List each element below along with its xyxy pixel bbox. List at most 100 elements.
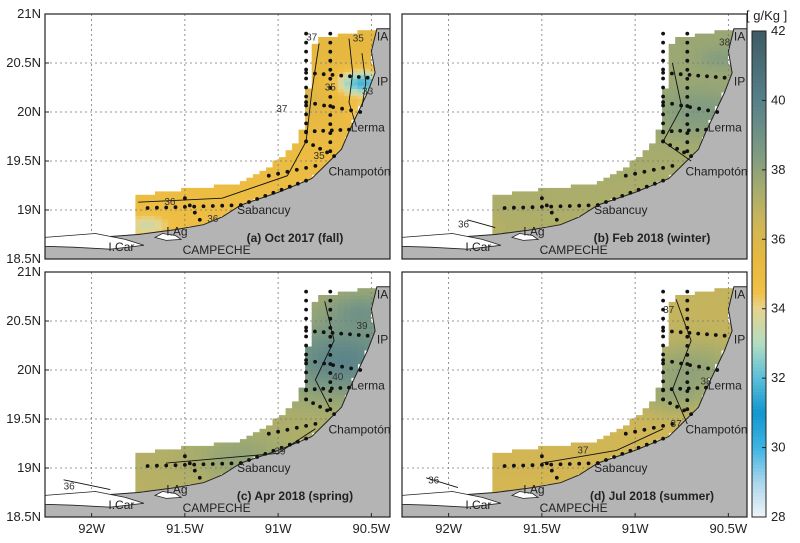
salinity-cell (318, 109, 326, 114)
salinity-cell (701, 112, 709, 117)
salinity-cell (370, 288, 378, 293)
salinity-cell (512, 483, 520, 488)
salinity-cell (720, 71, 729, 76)
station-dot (642, 169, 647, 174)
colorbar-segment (752, 263, 766, 268)
salinity-cell (564, 449, 572, 454)
station-dot (669, 387, 674, 392)
colorbar-segment (752, 274, 766, 278)
salinity-cell (357, 336, 365, 341)
salinity-cell (194, 445, 202, 450)
salinity-cell (331, 85, 339, 90)
salinity-cell (688, 136, 696, 141)
salinity-cell (357, 47, 365, 52)
salinity-cell (681, 401, 689, 406)
salinity-cell (694, 367, 702, 372)
x-tick-label: 90.5W (353, 521, 391, 536)
salinity-cell (155, 222, 163, 227)
salinity-cell (272, 439, 280, 444)
x-axis-ticks: 92W 91.5W 91W 90.5W 92W 91.5W 91W 90.5W (78, 513, 748, 536)
salinity-cell (324, 95, 332, 100)
salinity-cell (155, 476, 163, 481)
salinity-cell (318, 98, 326, 103)
salinity-cell (324, 339, 332, 344)
salinity-cell (675, 50, 683, 55)
salinity-cell (331, 384, 339, 389)
colorbar-tick-label: 36 (771, 231, 785, 246)
salinity-cell (226, 449, 234, 454)
salinity-cell (272, 163, 280, 168)
station-dot (685, 49, 690, 54)
salinity-cell (551, 198, 559, 203)
salinity-cell (707, 319, 715, 324)
salinity-cell (694, 37, 702, 42)
salinity-cell (531, 212, 539, 217)
salinity-cell (318, 43, 326, 48)
salinity-cell (324, 50, 332, 55)
salinity-cell (694, 356, 702, 361)
salinity-cell (668, 88, 676, 93)
salinity-cell (357, 305, 365, 310)
island-aguada (153, 491, 183, 499)
salinity-cell (662, 370, 670, 375)
salinity-cell (350, 301, 358, 306)
salinity-cell (285, 432, 293, 437)
station-dot (685, 140, 690, 145)
salinity-cell (720, 301, 729, 306)
salinity-cell (694, 139, 702, 144)
station-dot (577, 203, 582, 208)
salinity-cell (292, 428, 300, 433)
salinity-cell (707, 325, 715, 330)
salinity-cell (246, 181, 254, 186)
salinity-cell (505, 483, 513, 488)
salinity-cell (701, 57, 709, 62)
salinity-cell (714, 40, 722, 45)
salinity-cell (168, 208, 176, 213)
salinity-cell (707, 109, 715, 114)
station-dot (685, 113, 690, 117)
salinity-cell (707, 298, 715, 303)
salinity-cell (350, 54, 358, 59)
salinity-cell (557, 459, 565, 464)
salinity-cell (298, 157, 306, 162)
salinity-cell (720, 319, 729, 324)
salinity-cell (668, 78, 676, 83)
salinity-cell (707, 346, 715, 351)
station-dot (365, 75, 370, 80)
salinity-cell (681, 91, 689, 96)
salinity-cell (714, 308, 722, 313)
colorbar-segment (752, 65, 766, 70)
salinity-cell (629, 167, 637, 172)
salinity-cell (324, 98, 332, 103)
salinity-cell (331, 136, 339, 141)
salinity-cell (337, 349, 345, 354)
salinity-cell (701, 370, 709, 375)
salinity-cell (350, 308, 358, 313)
salinity-cell (298, 408, 306, 413)
salinity-cell (675, 411, 683, 416)
station-dot (661, 100, 665, 105)
salinity-cell (636, 181, 644, 186)
station-dot (633, 429, 637, 434)
station-dot (715, 110, 720, 114)
salinity-cell (629, 184, 637, 189)
station-dot (311, 401, 315, 405)
salinity-cell (636, 415, 644, 420)
salinity-cell (668, 425, 676, 430)
station-dot (661, 307, 665, 312)
salinity-cell (318, 102, 326, 107)
salinity-cell (681, 47, 689, 52)
salinity-cell (675, 415, 683, 420)
salinity-cell (324, 298, 332, 303)
salinity-cell (207, 445, 215, 450)
salinity-cell (298, 160, 306, 165)
salinity-cell (649, 411, 657, 416)
salinity-cell (655, 163, 663, 168)
salinity-cell (577, 212, 585, 217)
contour-label: 36 (164, 197, 176, 208)
salinity-cell (688, 91, 696, 96)
salinity-cell (161, 222, 169, 227)
salinity-cell (499, 205, 507, 210)
salinity-cell (337, 301, 345, 306)
colorbar-segment (752, 34, 766, 39)
